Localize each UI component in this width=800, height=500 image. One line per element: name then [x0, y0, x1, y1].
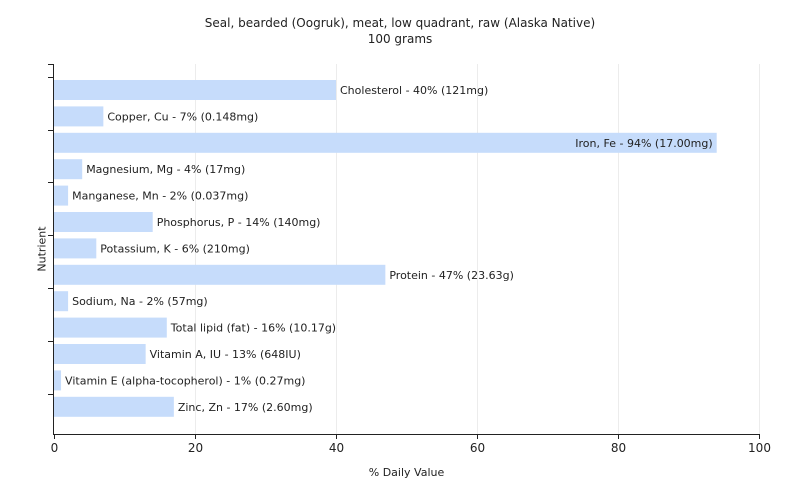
bar — [54, 185, 69, 206]
bar — [54, 344, 146, 364]
bar — [54, 370, 62, 391]
x-tick-label: 20 — [188, 441, 203, 455]
bar-label: Vitamin E (alpha-tocopherol) - 1% (0.27m… — [65, 374, 305, 387]
x-tick-label: 0 — [51, 441, 59, 455]
bar — [54, 238, 97, 259]
chart-title: Seal, bearded (Oogruk), meat, low quadra… — [204, 16, 596, 30]
y-axis-title: Nutrient — [35, 226, 49, 272]
bar-label: Copper, Cu - 7% (0.148mg) — [107, 110, 258, 123]
bar-label: Vitamin A, IU - 13% (648IU) — [150, 348, 301, 361]
bar — [54, 106, 104, 127]
bar-label: Phosphorus, P - 14% (140mg) — [157, 216, 321, 229]
x-tick-label: 100 — [748, 441, 771, 455]
bar-label: Cholesterol - 40% (121mg) — [340, 84, 488, 97]
bar-label: Potassium, K - 6% (210mg) — [100, 242, 250, 255]
bar-label: Magnesium, Mg - 4% (17mg) — [86, 163, 245, 176]
bar — [54, 159, 83, 180]
bar-label: Total lipid (fat) - 16% (10.17g) — [170, 322, 336, 335]
x-axis-title: % Daily Value — [368, 466, 445, 479]
bar — [54, 396, 174, 417]
bar-label: Iron, Fe - 94% (17.00mg) — [575, 137, 712, 150]
bar-label: Zinc, Zn - 17% (2.60mg) — [178, 401, 313, 414]
bar-label: Protein - 47% (23.63g) — [389, 269, 514, 282]
bar — [54, 80, 336, 100]
bar — [54, 212, 153, 232]
bar-label: Manganese, Mn - 2% (0.037mg) — [72, 190, 248, 203]
x-tick-label: 80 — [611, 441, 626, 455]
bar — [54, 264, 386, 285]
chart-subtitle: 100 grams — [367, 32, 433, 46]
bar-label: Sodium, Na - 2% (57mg) — [72, 295, 208, 308]
x-tick-label: 40 — [329, 441, 344, 455]
bar — [54, 317, 167, 338]
x-tick-label: 60 — [470, 441, 485, 455]
chart-title-block: Seal, bearded (Oogruk), meat, low quadra… — [0, 15, 800, 47]
bar — [54, 291, 69, 312]
bar — [54, 132, 717, 153]
